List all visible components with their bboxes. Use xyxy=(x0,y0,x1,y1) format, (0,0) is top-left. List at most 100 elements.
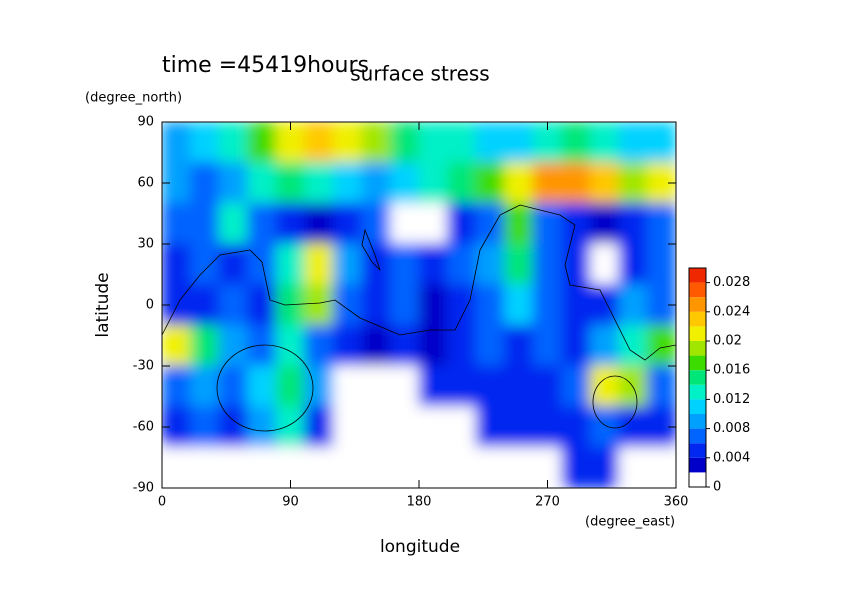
field-cell xyxy=(589,162,620,204)
field-cell xyxy=(218,122,249,164)
colorbar-swatch xyxy=(689,341,706,356)
field-cell xyxy=(418,446,449,488)
field-cell xyxy=(218,446,249,488)
field-cell xyxy=(504,365,534,408)
colorbar-swatch xyxy=(689,355,706,371)
field-cell xyxy=(447,446,477,488)
field-cell xyxy=(389,365,420,408)
field-cell xyxy=(504,324,534,367)
field-cell xyxy=(561,122,591,164)
field-cell xyxy=(332,202,363,245)
field-cell xyxy=(561,324,591,367)
x-tick-label: 270 xyxy=(535,495,560,510)
field-cell xyxy=(162,202,192,245)
colorbar-swatch xyxy=(689,414,706,429)
field-cell xyxy=(447,162,477,204)
field-cell xyxy=(247,406,277,448)
y-unit: (degree_north) xyxy=(85,91,182,106)
field-cell xyxy=(304,122,334,164)
field-cell xyxy=(275,243,306,286)
field-cell xyxy=(389,446,420,488)
field-cell xyxy=(304,202,334,245)
field-cell xyxy=(275,162,306,204)
field-cell xyxy=(618,446,648,488)
field-cell xyxy=(332,446,363,488)
field-cell xyxy=(561,406,591,448)
field-cell xyxy=(275,324,306,367)
field-cell xyxy=(561,243,591,286)
field-cell xyxy=(504,162,534,204)
field-cell xyxy=(332,162,363,204)
field-cell xyxy=(304,446,334,488)
y-tick-label: 90 xyxy=(137,115,154,130)
field-cell xyxy=(447,122,477,164)
colorbar-swatch xyxy=(689,428,706,444)
colorbar-tick-label: 0.008 xyxy=(713,421,750,436)
x-tick-label: 180 xyxy=(407,495,432,510)
field-cell xyxy=(361,324,391,367)
field-cell xyxy=(162,365,192,408)
x-tick-label: 90 xyxy=(282,495,299,510)
y-tick-label: 60 xyxy=(137,176,154,191)
field-cell xyxy=(618,202,648,245)
colorbar-tick-label: 0.012 xyxy=(713,392,750,407)
field-cell xyxy=(646,365,676,408)
field-cell xyxy=(618,122,648,164)
field-cell xyxy=(361,365,391,408)
coastline xyxy=(161,204,677,361)
field-cell xyxy=(389,243,420,286)
field-cell xyxy=(218,162,249,204)
field-cell xyxy=(504,243,534,286)
y-tick-label: -90 xyxy=(133,481,154,496)
field-cell xyxy=(646,243,676,286)
x-tick-label: 360 xyxy=(664,495,689,510)
field-cell xyxy=(618,365,648,408)
field-cell xyxy=(589,243,620,286)
field-cell xyxy=(532,284,563,326)
field-cell xyxy=(447,202,477,245)
field-cell xyxy=(361,446,391,488)
field-cell xyxy=(418,365,449,408)
y-tick-label: 30 xyxy=(137,237,154,252)
y-tick-label: -60 xyxy=(133,420,154,435)
field-cell xyxy=(589,446,620,488)
field-cell xyxy=(304,243,334,286)
field-cell xyxy=(447,365,477,408)
field-cell xyxy=(275,365,306,408)
field-cell xyxy=(589,365,620,408)
field-cell xyxy=(361,284,391,326)
field-cell xyxy=(475,122,506,164)
field-cell xyxy=(361,406,391,448)
field-cell xyxy=(475,284,506,326)
field-cell xyxy=(589,202,620,245)
field xyxy=(162,122,676,488)
y-axis-label: latitude xyxy=(93,272,113,337)
colorbar-tick-label: 0.028 xyxy=(713,275,750,290)
field-cell xyxy=(475,162,506,204)
field-cell xyxy=(532,162,563,204)
colorbar-tick-label: 0.016 xyxy=(713,363,750,378)
field-cell xyxy=(532,406,563,448)
colorbar-swatch xyxy=(689,384,706,400)
colorbar-swatch xyxy=(689,399,706,414)
colorbar-swatch xyxy=(689,311,706,327)
field-cells xyxy=(162,122,676,488)
colorbar-frame xyxy=(688,267,707,488)
field-cell xyxy=(389,406,420,448)
field-cell xyxy=(247,284,277,326)
field-cell xyxy=(332,284,363,326)
colorbar-tick-label: 0.02 xyxy=(713,334,742,349)
field-cell xyxy=(418,243,449,286)
field-cell xyxy=(418,202,449,245)
field-cell xyxy=(475,324,506,367)
field-cell xyxy=(418,122,449,164)
field-cell xyxy=(304,365,334,408)
field-cell xyxy=(646,202,676,245)
colorbar-tick-label: 0.004 xyxy=(713,450,750,465)
colorbar-tick-label: 0.024 xyxy=(713,304,750,319)
field-cell xyxy=(162,446,192,488)
field-cell xyxy=(190,243,220,286)
colorbar-swatch xyxy=(689,268,706,283)
field-cell xyxy=(304,406,334,448)
field-cell xyxy=(561,202,591,245)
